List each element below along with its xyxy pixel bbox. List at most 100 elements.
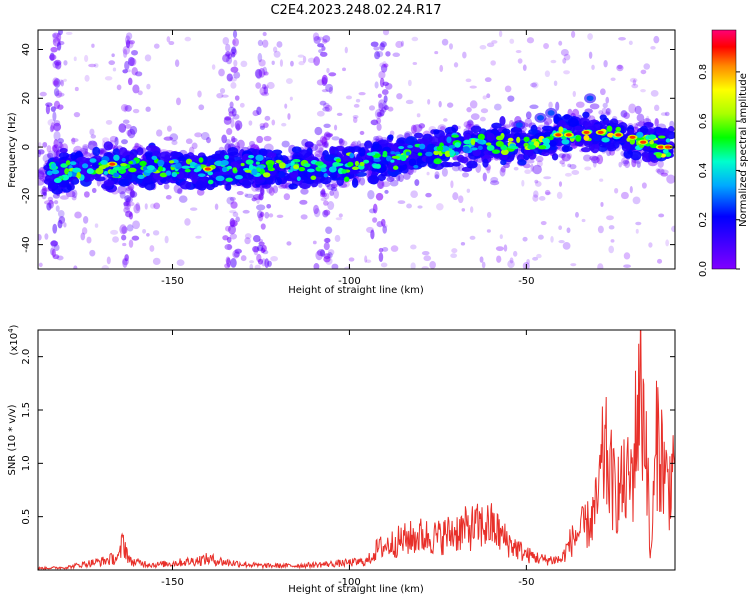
spectrogram-cell bbox=[170, 151, 181, 158]
spectrogram-cell bbox=[225, 51, 231, 57]
spectrogram-cell bbox=[545, 191, 552, 195]
spectrogram-cell bbox=[327, 201, 335, 211]
spectrogram-cell bbox=[524, 169, 532, 175]
spectrogram-cell bbox=[272, 46, 278, 53]
spectrogram-cell bbox=[211, 64, 216, 70]
spectrogram-cell bbox=[194, 132, 203, 138]
spectrogram-cell bbox=[190, 207, 198, 211]
spectrogram-cell bbox=[127, 56, 135, 67]
spectrogram-cell bbox=[656, 168, 665, 175]
spectrogram-cell bbox=[131, 67, 138, 76]
spectrogram-cell bbox=[648, 242, 653, 248]
spectrogram-cell bbox=[112, 148, 121, 156]
spectrogram-cell bbox=[234, 248, 242, 254]
spectrogram-cell bbox=[57, 210, 65, 218]
spectrogram-cell bbox=[482, 172, 487, 182]
spectrogram-cell bbox=[665, 239, 670, 247]
spectrogram-cell bbox=[125, 35, 131, 45]
spectrogram-cell bbox=[46, 202, 52, 211]
spectrogram-cell bbox=[392, 165, 399, 170]
spectrogram-cell bbox=[643, 63, 651, 70]
spectrogram-cell bbox=[610, 77, 616, 82]
spectrogram-cell bbox=[653, 35, 660, 44]
spectrogram-cell bbox=[602, 102, 608, 109]
spectrogram-cell bbox=[441, 167, 448, 177]
spectrogram-cell bbox=[666, 174, 675, 184]
spectrogram-cell bbox=[421, 251, 430, 256]
spectrogram-cell bbox=[318, 182, 323, 188]
spectrogram-cell bbox=[263, 135, 272, 142]
spectrogram-cell bbox=[338, 138, 344, 144]
spectrogram-cell bbox=[46, 145, 52, 153]
spectrogram-cell bbox=[639, 125, 649, 134]
spectrogram-cell bbox=[163, 183, 170, 190]
spectrogram-cell bbox=[413, 132, 424, 139]
spectrogram-cell bbox=[412, 124, 423, 133]
snr-y-tick-label: 2.0 bbox=[21, 349, 32, 365]
spectrogram-cell bbox=[313, 263, 320, 269]
spectrogram-cell bbox=[146, 83, 151, 90]
spectrogram-cell bbox=[460, 241, 466, 246]
spectrogram-cell bbox=[322, 106, 330, 112]
spectrogram-cell bbox=[417, 205, 423, 209]
spectrogram-cell bbox=[63, 222, 67, 228]
spectrogram-cell bbox=[320, 167, 327, 173]
spectrogram-cell bbox=[413, 165, 419, 169]
spectrogram-x-tick-label: -100 bbox=[338, 276, 361, 287]
spectrogram-cell bbox=[54, 59, 62, 66]
spectrogram-cell bbox=[425, 192, 432, 198]
spectrogram-cell bbox=[657, 145, 664, 149]
spectrogram-cell bbox=[551, 153, 559, 161]
spectrogram-cell bbox=[482, 158, 489, 168]
spectrogram-cell bbox=[278, 184, 288, 189]
spectrogram-cell bbox=[426, 171, 430, 176]
spectrogram-cell bbox=[628, 103, 637, 114]
spectrogram-cell bbox=[47, 180, 58, 190]
spectrogram-cell bbox=[561, 154, 565, 161]
spectrogram-cell bbox=[543, 42, 550, 50]
spectrogram-cell bbox=[316, 139, 324, 147]
spectrogram-cell bbox=[133, 203, 141, 214]
spectrogram-cell bbox=[425, 155, 434, 165]
spectrogram-cell bbox=[344, 46, 348, 54]
spectrogram-cell bbox=[256, 253, 262, 263]
spectrogram-cell bbox=[536, 160, 543, 167]
spectrogram-cell bbox=[286, 241, 292, 246]
spectrogram-cell bbox=[564, 172, 572, 177]
spectrogram-cell bbox=[296, 176, 301, 182]
spectrogram-cell bbox=[122, 242, 127, 247]
spectrogram-cell bbox=[396, 174, 401, 182]
spectrogram-cell bbox=[533, 190, 539, 198]
spectrogram-cell bbox=[92, 146, 101, 157]
spectrogram-cell bbox=[482, 95, 487, 100]
spectrogram-cell bbox=[256, 106, 262, 116]
spectrogram-cell bbox=[255, 154, 264, 162]
spectrogram-cell bbox=[150, 203, 156, 209]
spectrogram-cell bbox=[40, 188, 47, 196]
spectrogram-cell bbox=[226, 236, 232, 243]
spectrogram-y-tick-label: 0 bbox=[21, 144, 32, 150]
spectrogram-cell bbox=[44, 233, 49, 240]
spectrogram-cell bbox=[47, 119, 56, 127]
spectrogram-cell bbox=[231, 108, 237, 117]
spectrogram-cell bbox=[221, 134, 227, 144]
spectrogram-cell bbox=[591, 64, 595, 70]
spectrogram-cell bbox=[588, 51, 593, 59]
spectrogram-cell bbox=[73, 112, 81, 118]
spectrogram-cell bbox=[127, 183, 135, 191]
spectrogram-cell bbox=[65, 160, 71, 166]
spectrogram-cell bbox=[466, 188, 471, 193]
spectrogram-cell bbox=[350, 146, 362, 153]
spectrogram-cell bbox=[262, 31, 267, 37]
spectrogram-cell bbox=[245, 159, 254, 165]
spectrogram-cell bbox=[58, 41, 65, 46]
spectrogram-cell bbox=[584, 166, 592, 171]
spectrogram-cell bbox=[507, 95, 515, 102]
spectrogram-cell bbox=[632, 79, 637, 86]
spectrogram-cell bbox=[504, 85, 512, 93]
spectrogram-cell bbox=[380, 41, 387, 48]
spectrogram-cell bbox=[262, 83, 267, 90]
spectrogram-cell bbox=[135, 71, 143, 77]
spectrogram-cell bbox=[271, 119, 276, 126]
spectrogram-cell bbox=[662, 148, 669, 154]
